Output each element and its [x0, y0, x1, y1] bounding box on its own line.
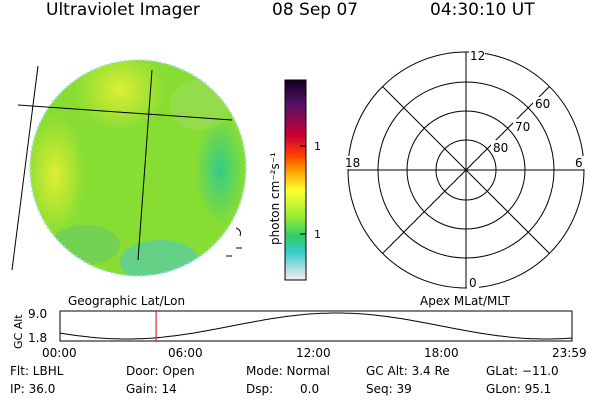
- observation-date: 08 Sep 07: [272, 0, 359, 20]
- glat-status: GLat: −11.0: [486, 364, 559, 378]
- lat-label-60: 60: [535, 97, 550, 111]
- x-tick-2359: 23:59: [552, 346, 587, 360]
- instrument-title: Ultraviolet Imager: [46, 0, 200, 20]
- x-tick-1200: 12:00: [296, 346, 331, 360]
- outline-mark: [235, 227, 241, 237]
- colorbar-tick-10: 10: [314, 228, 320, 241]
- y-tick-9: 9.0: [28, 307, 47, 321]
- altitude-curve: [59, 312, 573, 340]
- x-tick-0600: 06:00: [168, 346, 203, 360]
- colorbar-tick-100: 100: [314, 140, 320, 153]
- glon-status: GLon: 95.1: [486, 382, 552, 396]
- polar-plot: 12 18 6 0 60 70 80: [342, 50, 585, 290]
- gain-status: Gain: 14: [126, 382, 177, 396]
- observation-time: 04:30:10 UT: [430, 0, 535, 20]
- mlt-label-6: 6: [575, 156, 583, 170]
- dsp-value: 0.0: [300, 382, 320, 396]
- mlt-label-12: 12: [470, 50, 485, 63]
- disk-limb: [29, 59, 247, 277]
- altitude-timeline: GC Alt 9.0 1.8 00:00 06:00 12:00 18:00 2…: [12, 307, 587, 360]
- colorbar-gradient: [284, 79, 307, 281]
- meridian-diagonal: [382, 86, 550, 254]
- ip-status: IP: 36.0: [10, 382, 56, 396]
- timeline-y-label: GC Alt: [12, 314, 25, 349]
- latitude-line: [17, 104, 233, 121]
- title-bar: Ultraviolet Imager 08 Sep 07 04:30:10 UT: [0, 0, 600, 22]
- uvi-image-panel: [11, 59, 247, 277]
- geographic-caption: Geographic Lat/Lon: [68, 294, 186, 308]
- gc-alt-status: GC Alt: 3.4 Re: [366, 364, 450, 378]
- y-tick-1-8: 1.8: [28, 331, 47, 345]
- apex-caption: Apex MLat/MLT: [420, 294, 510, 308]
- mode-status: Mode: Normal: [246, 364, 330, 378]
- mlt-label-18: 18: [345, 156, 360, 170]
- dsp-label: Dsp:: [246, 382, 274, 396]
- longitude-line: [11, 65, 39, 271]
- longitude-line: [137, 69, 153, 261]
- mlt-label-0: 0: [469, 276, 477, 290]
- door-status: Door: Open: [126, 364, 195, 378]
- lat-label-80: 80: [493, 141, 508, 155]
- lat-label-70: 70: [515, 120, 530, 134]
- earth-disk-image: [30, 60, 246, 276]
- colorbar-unit-label: photon cm⁻²s⁻¹: [268, 152, 282, 245]
- timeline-frame: [59, 310, 573, 342]
- seq-status: Seq: 39: [366, 382, 412, 396]
- colorbar: 100 10 photon cm⁻²s⁻¹: [268, 79, 320, 281]
- x-tick-0000: 00:00: [42, 346, 77, 360]
- x-tick-1800: 18:00: [424, 346, 459, 360]
- filter-status: Flt: LBHL: [10, 364, 64, 378]
